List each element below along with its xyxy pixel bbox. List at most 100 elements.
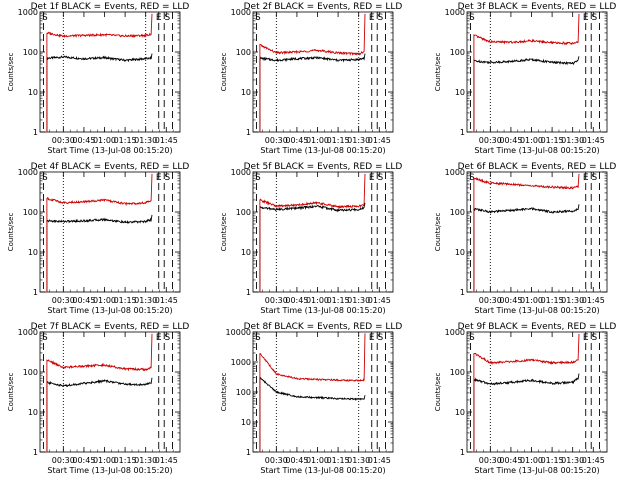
y-tick-label: 1000 (231, 168, 251, 177)
plot-frame (39, 11, 181, 133)
x-tick-label: 01:45 (155, 296, 178, 305)
x-tick-label: 01:00 (93, 136, 116, 145)
y-tick-label: 1 (246, 288, 251, 297)
x-tick-label: 00:45 (72, 296, 95, 305)
y-tick-label: 1 (33, 288, 38, 297)
y-tick-label: 10 (455, 408, 465, 417)
y-tick-label: 1000 (445, 328, 465, 337)
x-axis-label: Start Time (13-Jul-08 00:15:20) (47, 306, 172, 315)
x-tick-label: 00:30 (479, 296, 502, 305)
events-series-line (473, 56, 580, 132)
marker-s-left: S (255, 173, 261, 183)
panel-5: Det 5f BLACK = Events, RED = LLD 1 10 100 10… (220, 162, 402, 315)
lld-series-line (259, 333, 366, 452)
x-tick-label: 01:30 (134, 136, 157, 145)
lld-series-line (46, 13, 153, 132)
y-tick-label: 10 (455, 248, 465, 257)
marker-e: E (583, 173, 589, 183)
events-series-line (259, 376, 366, 452)
x-tick-label: 01:00 (520, 296, 543, 305)
x-tick-label: 01:45 (582, 456, 605, 465)
plot-frame (466, 11, 608, 133)
x-tick-label: 01:00 (93, 456, 116, 465)
marker-s-left: S (469, 173, 475, 183)
panel-3: Det 3f BLACK = Events, RED = LLD 1 10 100 10… (434, 2, 616, 155)
lld-series-line (259, 173, 366, 292)
x-tick-label: 01:15 (541, 136, 564, 145)
x-tick-label: 01:15 (114, 136, 137, 145)
marker-s-right: S (378, 173, 384, 183)
marker-s-right: S (378, 333, 384, 343)
panel-title: Det 8f BLACK = Events, RED = LLD (244, 322, 403, 332)
marker-e: E (369, 13, 375, 23)
panel-title: Det 5f BLACK = Events, RED = LLD (244, 162, 403, 172)
y-tick-label: 100 (450, 208, 465, 217)
marker-e: E (156, 13, 162, 23)
panel-8: Det 8f BLACK = Events, RED = LLD 1 10 100 10… (220, 322, 402, 475)
x-tick-label: 01:45 (368, 296, 391, 305)
x-tick-label: 01:30 (561, 136, 584, 145)
events-series-line (473, 204, 580, 292)
x-tick-label: 01:45 (368, 456, 391, 465)
x-axis-label: Start Time (13-Jul-08 00:15:20) (260, 146, 385, 155)
y-tick-label: 100 (23, 48, 38, 57)
x-tick-label: 01:30 (134, 456, 157, 465)
y-tick-label: 1 (33, 448, 38, 457)
y-axis-label: Counts/sec (220, 373, 228, 412)
lld-series-line (473, 333, 580, 452)
y-tick-label: 1000 (445, 8, 465, 17)
lld-series-line (473, 173, 580, 292)
x-tick-label: 01:00 (520, 456, 543, 465)
y-tick-label: 1 (246, 128, 251, 137)
panel-6: Det 6f BLACK = Events, RED = LLD 1 10 100 10… (434, 162, 616, 315)
x-tick-label: 01:45 (155, 456, 178, 465)
marker-s-right: S (592, 333, 598, 343)
y-tick-label: 1 (460, 128, 465, 137)
y-tick-label: 1 (246, 448, 251, 457)
x-axis-label: Start Time (13-Jul-08 00:15:20) (474, 306, 599, 315)
x-tick-label: 00:30 (479, 136, 502, 145)
y-axis-label: Counts/sec (434, 53, 442, 92)
panel-2: Det 2f BLACK = Events, RED = LLD 1 10 100 10… (220, 2, 402, 155)
x-tick-label: 00:30 (265, 456, 288, 465)
marker-e: E (156, 173, 162, 183)
panel-title: Det 1f BLACK = Events, RED = LLD (31, 2, 190, 12)
plot-frame (466, 331, 608, 453)
y-tick-label: 10000 (226, 328, 251, 337)
x-axis-label: Start Time (13-Jul-08 00:15:20) (474, 146, 599, 155)
y-tick-label: 100 (23, 208, 38, 217)
panel-1: Det 1f BLACK = Events, RED = LLD 1 10 100 10… (7, 2, 189, 155)
plot-frame (252, 11, 394, 133)
marker-s-left: S (42, 173, 48, 183)
y-tick-label: 1000 (18, 328, 38, 337)
x-tick-label: 01:45 (155, 136, 178, 145)
x-axis-label: Start Time (13-Jul-08 00:15:20) (474, 466, 599, 475)
x-tick-label: 01:30 (134, 296, 157, 305)
y-tick-label: 100 (450, 368, 465, 377)
marker-s-left: S (42, 333, 48, 343)
x-tick-label: 00:30 (52, 456, 75, 465)
y-tick-label: 100 (236, 48, 251, 57)
x-tick-label: 00:45 (72, 456, 95, 465)
y-tick-label: 1000 (231, 8, 251, 17)
lld-series-line (259, 13, 366, 132)
x-tick-label: 01:30 (347, 296, 370, 305)
marker-s-left: S (469, 333, 475, 343)
x-tick-label: 01:00 (520, 136, 543, 145)
x-tick-label: 01:30 (561, 296, 584, 305)
y-axis-label: Counts/sec (7, 53, 15, 92)
x-tick-label: 00:45 (285, 296, 308, 305)
x-tick-label: 00:45 (285, 136, 308, 145)
events-series-line (259, 202, 366, 292)
y-tick-label: 1000 (18, 168, 38, 177)
x-tick-label: 01:15 (114, 456, 137, 465)
x-tick-label: 01:45 (582, 136, 605, 145)
marker-s-right: S (378, 13, 384, 23)
x-axis-label: Start Time (13-Jul-08 00:15:20) (47, 146, 172, 155)
x-tick-label: 00:45 (72, 136, 95, 145)
lld-series-line (46, 333, 153, 452)
plot-frame (466, 171, 608, 293)
lld-series-line (473, 13, 580, 132)
panel-9: Det 9f BLACK = Events, RED = LLD 1 10 100 10… (434, 322, 616, 475)
marker-s-left: S (469, 13, 475, 23)
